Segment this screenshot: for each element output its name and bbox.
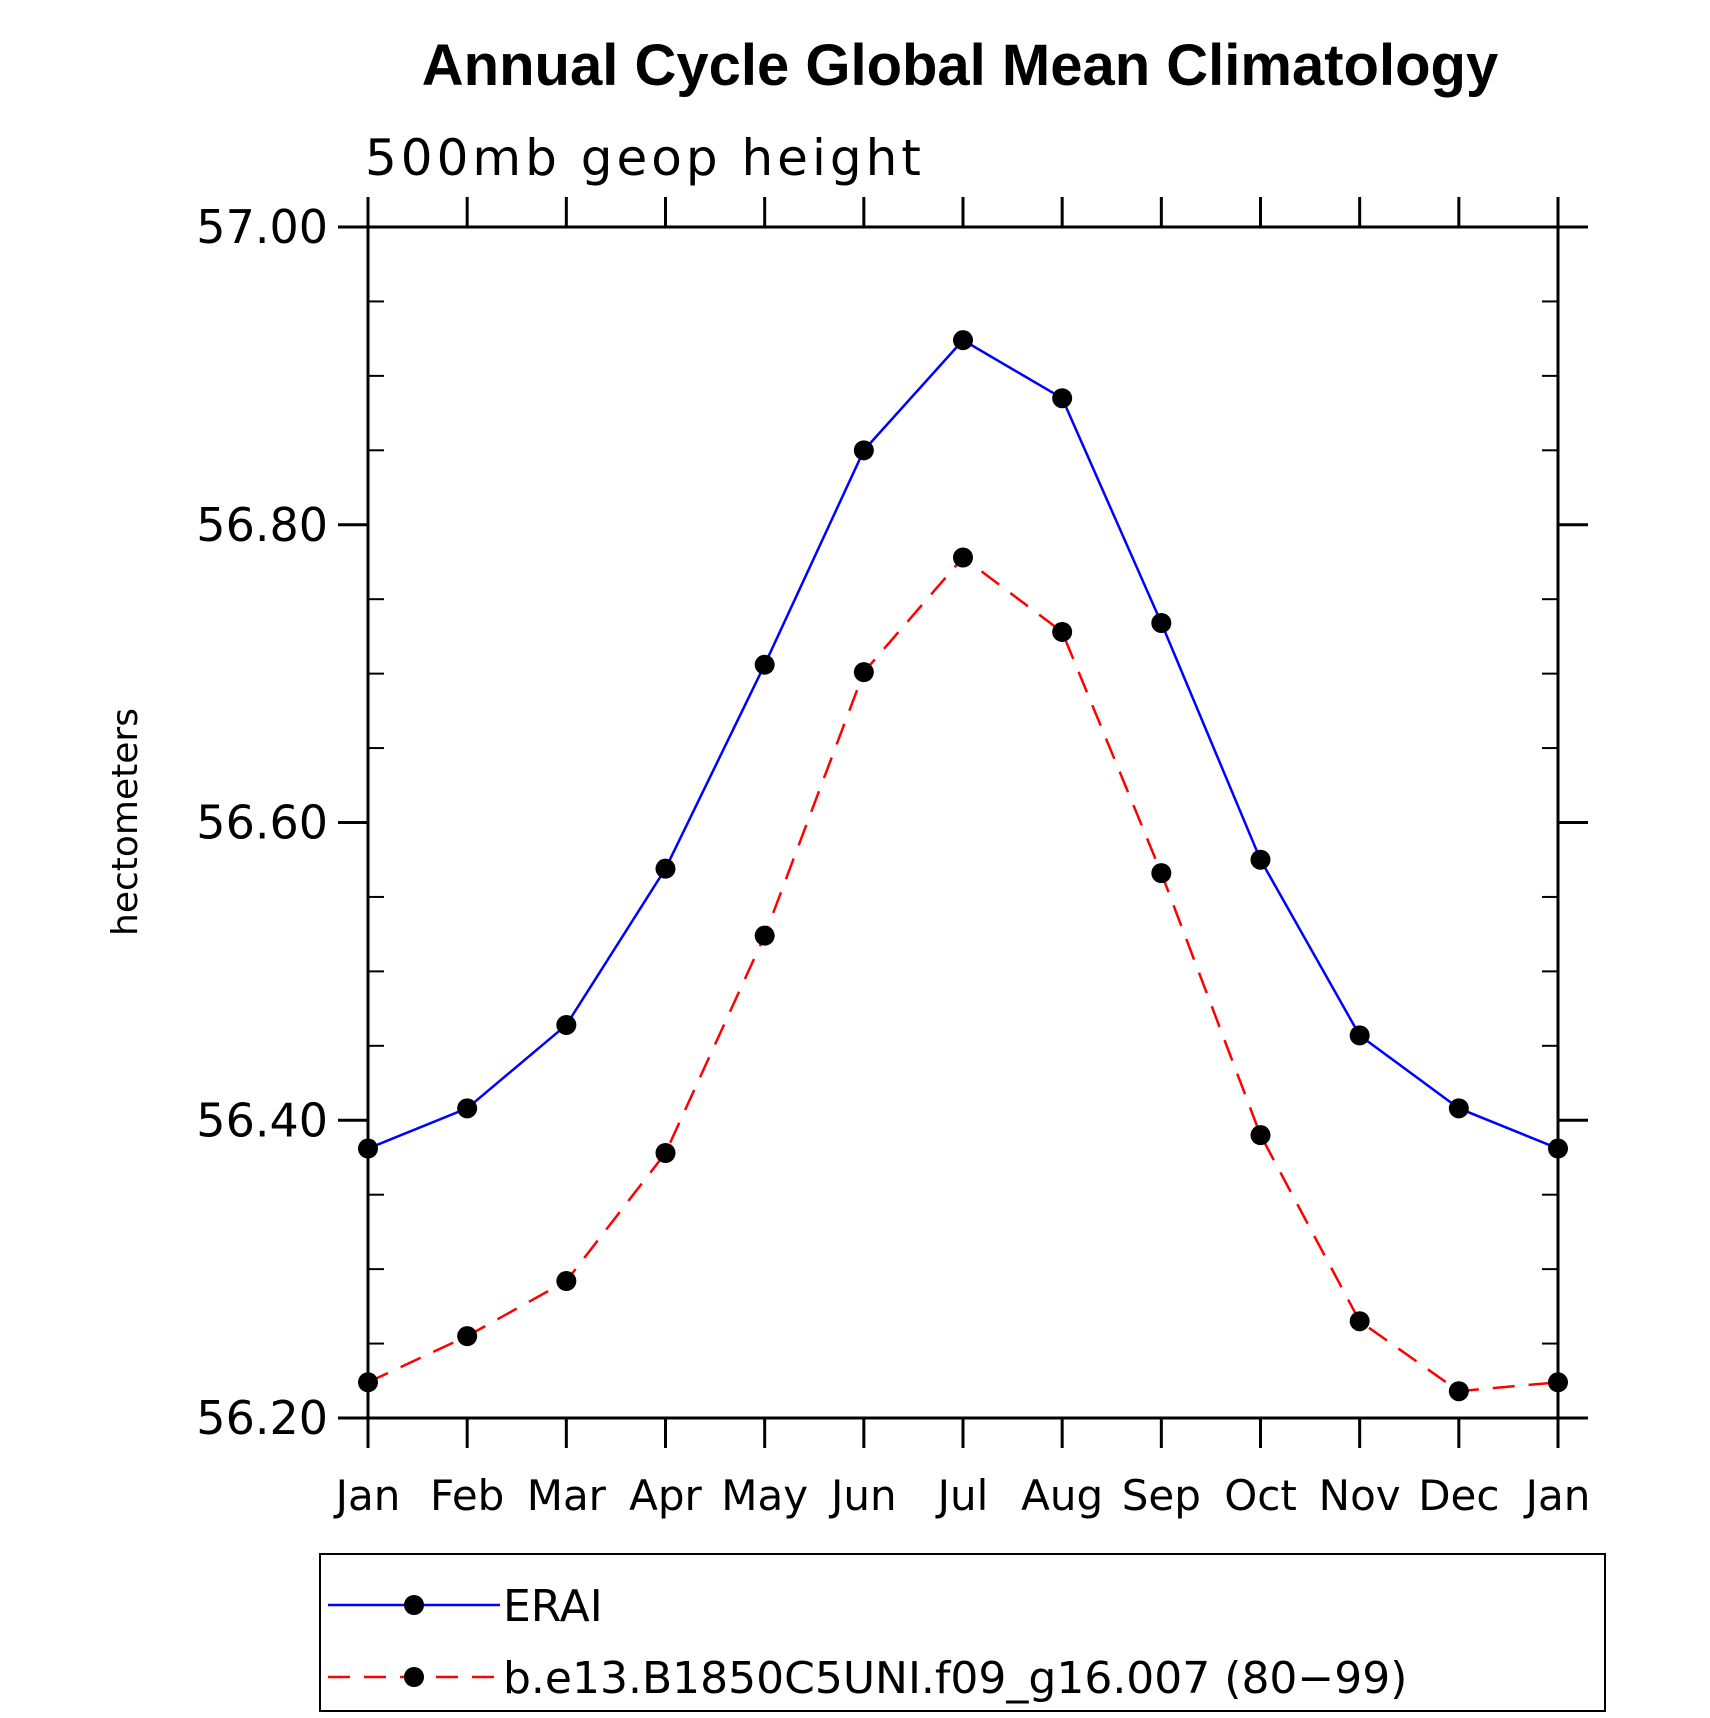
data-point <box>953 547 973 568</box>
series-markers <box>358 330 1568 1402</box>
data-point <box>1151 863 1172 884</box>
data-point <box>1349 1311 1370 1332</box>
data-point <box>655 858 676 879</box>
x-tick-label: Jan <box>333 1471 401 1520</box>
y-tick-label: 56.80 <box>196 498 328 552</box>
data-point <box>1448 1381 1469 1402</box>
y-axis-label: hectometers <box>105 708 146 936</box>
data-point <box>358 1372 378 1393</box>
data-point <box>457 1326 478 1347</box>
data-point <box>953 330 973 351</box>
data-point <box>1548 1372 1568 1393</box>
y-tick-label: 56.40 <box>196 1093 328 1147</box>
axes: Jan Feb Mar Apr May Jun Jul Aug Sep Oct Nov Dec Jan5… <box>196 197 1590 1520</box>
data-point <box>556 1014 577 1035</box>
y-tick-label: 56.20 <box>196 1391 328 1445</box>
x-tick-label: Sep <box>1122 1471 1201 1520</box>
data-point <box>1448 1098 1469 1119</box>
x-tick-label: Apr <box>629 1471 702 1520</box>
series-line-1 <box>367 338 1559 1150</box>
data-point <box>853 662 874 683</box>
x-tick-label: Jan <box>1523 1471 1591 1520</box>
data-point <box>457 1098 478 1119</box>
y-tick-label: 56.60 <box>196 796 328 850</box>
data-point <box>1250 849 1271 870</box>
data-point <box>754 654 775 675</box>
series-lines <box>367 338 1559 1393</box>
data-point <box>1052 621 1073 642</box>
x-tick-label: Oct <box>1224 1471 1297 1520</box>
data-point <box>1052 388 1073 409</box>
legend-label: ERAI <box>503 1581 603 1632</box>
data-point <box>1151 613 1172 634</box>
x-tick-label: Nov <box>1319 1471 1401 1520</box>
chart-subtitle: 500mb geop height <box>365 129 925 187</box>
data-point <box>754 925 775 946</box>
x-tick-label: Jul <box>935 1471 989 1520</box>
data-point <box>358 1138 378 1159</box>
legend-swatch-marker <box>404 1595 424 1615</box>
y-tick-label: 57.00 <box>196 200 328 254</box>
x-tick-label: Dec <box>1418 1471 1499 1520</box>
data-point <box>1349 1025 1370 1046</box>
series-line-2 <box>367 555 1559 1393</box>
chart-title: Annual Cycle Global Mean Climatology <box>422 33 1498 98</box>
x-tick-label: May <box>721 1471 808 1520</box>
legend: ERAI b.e13.B1850C5UNI.f09_g16.007 (80−99) <box>328 1581 1407 1704</box>
x-tick-label: Feb <box>430 1471 504 1520</box>
plot-frame <box>366 225 1560 1420</box>
x-tick-label: Mar <box>527 1471 607 1520</box>
legend-swatch-marker <box>404 1667 424 1687</box>
x-tick-label: Aug <box>1021 1471 1103 1520</box>
data-point <box>655 1143 676 1164</box>
legend-label: b.e13.B1850C5UNI.f09_g16.007 (80−99) <box>503 1653 1407 1704</box>
data-point <box>853 440 874 461</box>
x-tick-label: Jun <box>828 1471 897 1520</box>
data-point <box>1548 1138 1568 1159</box>
data-point <box>1250 1125 1271 1146</box>
data-point <box>556 1271 577 1292</box>
legend-box <box>319 1553 1606 1712</box>
